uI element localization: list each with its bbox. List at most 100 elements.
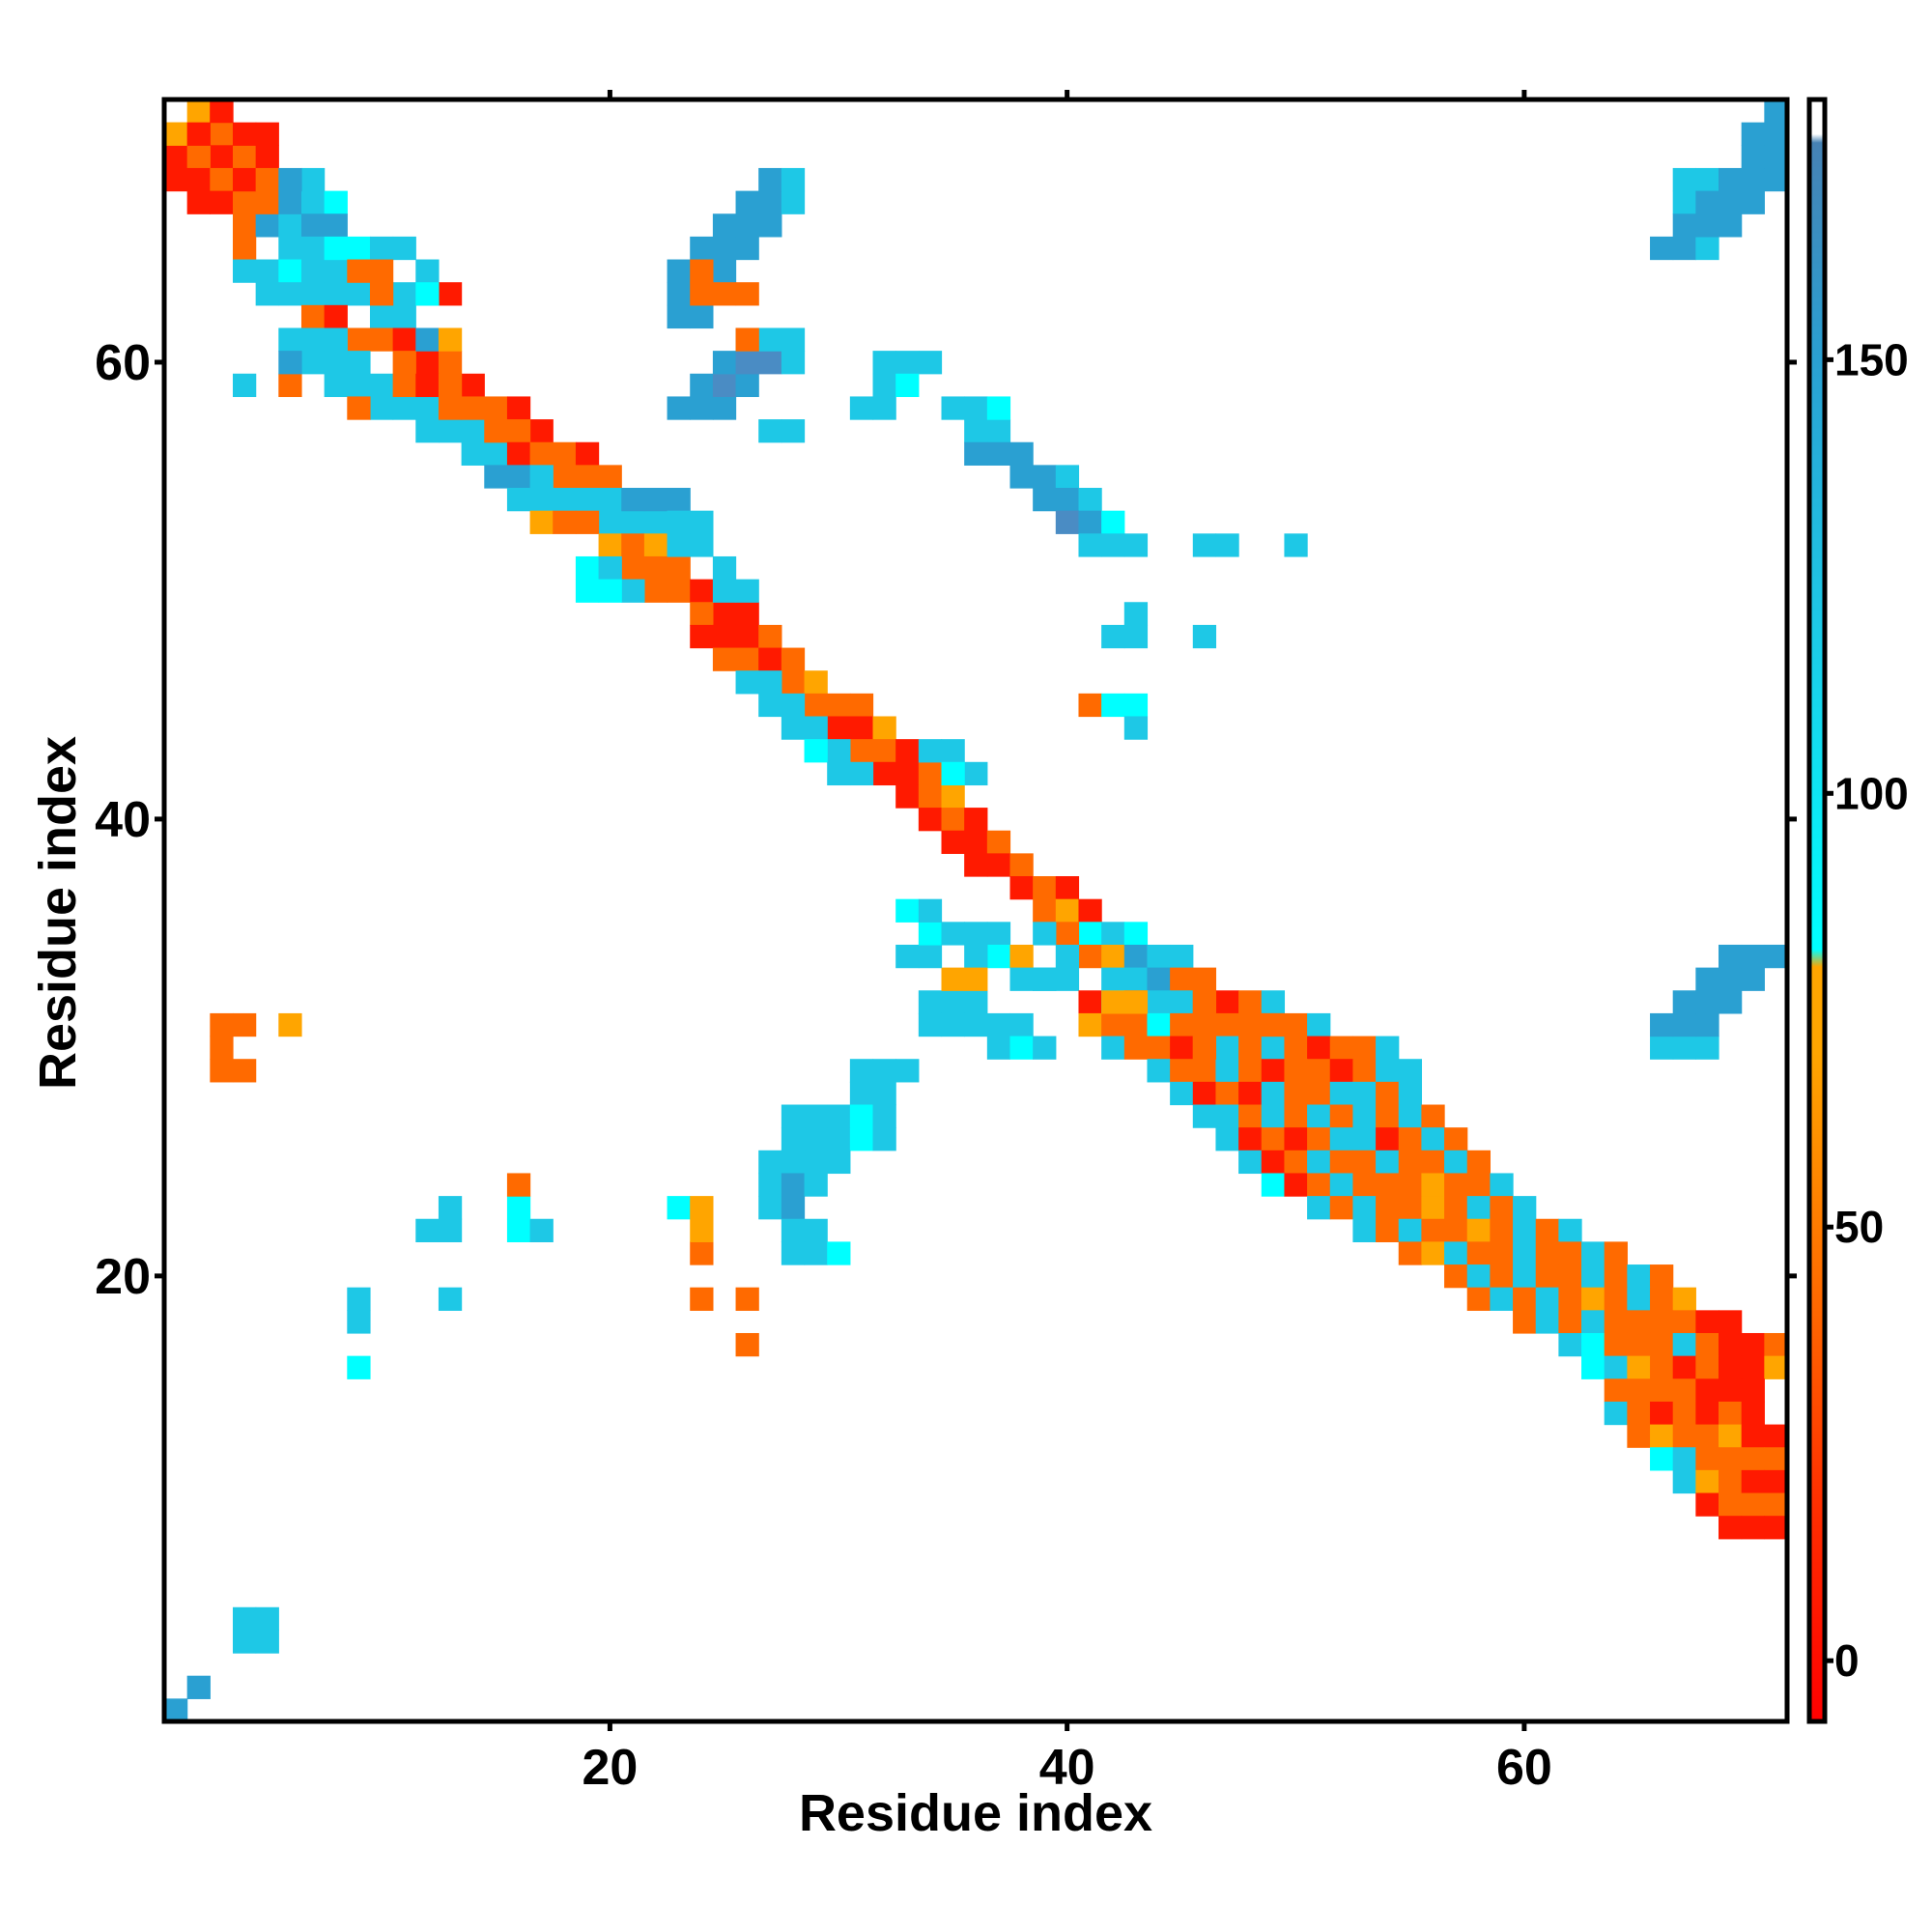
heatmap-cell: [553, 441, 577, 466]
heatmap-cell: [1513, 1264, 1537, 1289]
heatmap-cell: [872, 739, 896, 763]
heatmap-cell: [1672, 236, 1696, 261]
heatmap-cell: [1147, 990, 1171, 1014]
heatmap-cell: [1284, 1012, 1308, 1037]
heatmap-cell: [1307, 1104, 1331, 1128]
heatmap-cell: [1170, 1036, 1194, 1060]
heatmap-cell: [895, 1059, 920, 1083]
heatmap-cell: [1695, 1424, 1719, 1448]
colorbar: 0 50 100 150: [1806, 97, 1909, 1724]
heatmap-cell: [1719, 1516, 1743, 1540]
heatmap-cell: [1376, 1218, 1400, 1242]
heatmap-cell: [255, 145, 279, 169]
x-axis-title: Residue index: [799, 1784, 1152, 1842]
heatmap-cell: [1490, 1264, 1514, 1289]
heatmap-cell: [1513, 1241, 1537, 1265]
heatmap-cell: [529, 441, 554, 466]
heatmap-cell: [324, 259, 348, 283]
heatmap-cell: [438, 396, 463, 420]
heatmap-cell: [735, 282, 759, 306]
heatmap-cell: [1581, 1241, 1605, 1265]
heatmap-cell: [986, 944, 1011, 969]
heatmap-cell: [1261, 1036, 1286, 1060]
heatmap-cell: [1398, 1081, 1423, 1106]
heatmap-cell: [1192, 1036, 1217, 1060]
heatmap-cell: [1719, 1469, 1743, 1494]
heatmap-cell: [690, 533, 714, 557]
heatmap-cell: [804, 716, 828, 740]
heatmap-cell: [964, 967, 988, 991]
heatmap-cell: [895, 761, 920, 786]
heatmap-cell: [232, 1012, 257, 1037]
heatmap-cell: [1376, 1127, 1400, 1151]
heatmap-cell: [1695, 1355, 1719, 1379]
heatmap-cell: [598, 555, 622, 581]
heatmap-cell: [712, 373, 737, 398]
x-tick-label: 40: [1039, 1740, 1095, 1796]
heatmap-cell: [1147, 1059, 1171, 1083]
heatmap-cell: [1238, 1127, 1263, 1151]
heatmap-cell: [232, 190, 257, 214]
heatmap-cell: [255, 167, 279, 192]
heatmap-cell: [1558, 1332, 1582, 1357]
colorbar-tick-label: 150: [1834, 334, 1909, 384]
heatmap-cell: [324, 236, 348, 261]
heatmap-cell: [210, 1036, 234, 1060]
heatmap-cell: [1215, 1127, 1239, 1151]
heatmap-cell: [1284, 1150, 1308, 1175]
heatmap-cell: [712, 647, 737, 671]
heatmap-cell: [1672, 1469, 1696, 1494]
heatmap-cell: [1352, 1127, 1377, 1151]
heatmap-cell: [1719, 967, 1743, 991]
heatmap-cell: [1261, 1127, 1286, 1151]
heatmap-cell: [643, 555, 668, 581]
heatmap-cell: [1741, 1469, 1765, 1494]
heatmap-cell: [1444, 1241, 1468, 1265]
heatmap-cell: [827, 761, 851, 786]
heatmap-cell: [941, 396, 965, 420]
plot-frame: [161, 97, 1790, 1724]
heatmap-cell: [986, 441, 1011, 466]
heatmap-cell: [1284, 1104, 1308, 1128]
heatmap-cell: [1055, 876, 1080, 900]
heatmap-cell: [1535, 1310, 1559, 1334]
heatmap-cell: [438, 327, 463, 352]
heatmap-cell: [1147, 1036, 1171, 1060]
heatmap-cell: [1192, 1012, 1217, 1037]
heatmap-cell: [1466, 1218, 1491, 1242]
heatmap-cell: [758, 1150, 782, 1175]
heatmap-cell: [369, 304, 394, 329]
heatmap-cell: [1329, 1150, 1354, 1175]
heatmap-cell: [1284, 1059, 1308, 1083]
heatmap-cell: [735, 1332, 759, 1357]
heatmap-cell: [1261, 990, 1286, 1014]
heatmap-cell: [369, 396, 394, 420]
plot-axes: 20 40 60 20 40 60: [95, 90, 1797, 1796]
heatmap-cell: [758, 167, 782, 192]
heatmap-cell: [1192, 1059, 1217, 1083]
heatmap-cell: [667, 579, 691, 603]
heatmap-cell: [1033, 967, 1057, 991]
heatmap-cell: [1741, 190, 1765, 214]
heatmap-cell: [1627, 1355, 1651, 1379]
heatmap-cell: [1719, 1310, 1743, 1334]
heatmap-cell: [849, 396, 874, 420]
heatmap-cell: [1695, 1378, 1719, 1403]
heatmap-cell: [1376, 1173, 1400, 1197]
heatmap-cell: [415, 327, 440, 352]
heatmap-cell: [1513, 1310, 1537, 1334]
heatmap-cell: [758, 670, 782, 695]
heatmap-cell: [506, 1218, 531, 1242]
heatmap-cell: [1466, 1264, 1491, 1289]
heatmap-cell: [712, 396, 737, 420]
heatmap-cell: [1558, 1264, 1582, 1289]
heatmap-cell: [712, 624, 737, 649]
heatmap-cell: [278, 167, 302, 192]
heatmap-cell: [529, 419, 554, 443]
heatmap-cell: [964, 853, 988, 877]
heatmap-cell: [186, 145, 211, 169]
heatmap-cell: [1238, 1104, 1263, 1128]
heatmap-cell: [210, 167, 234, 192]
heatmap-cell: [964, 922, 988, 946]
